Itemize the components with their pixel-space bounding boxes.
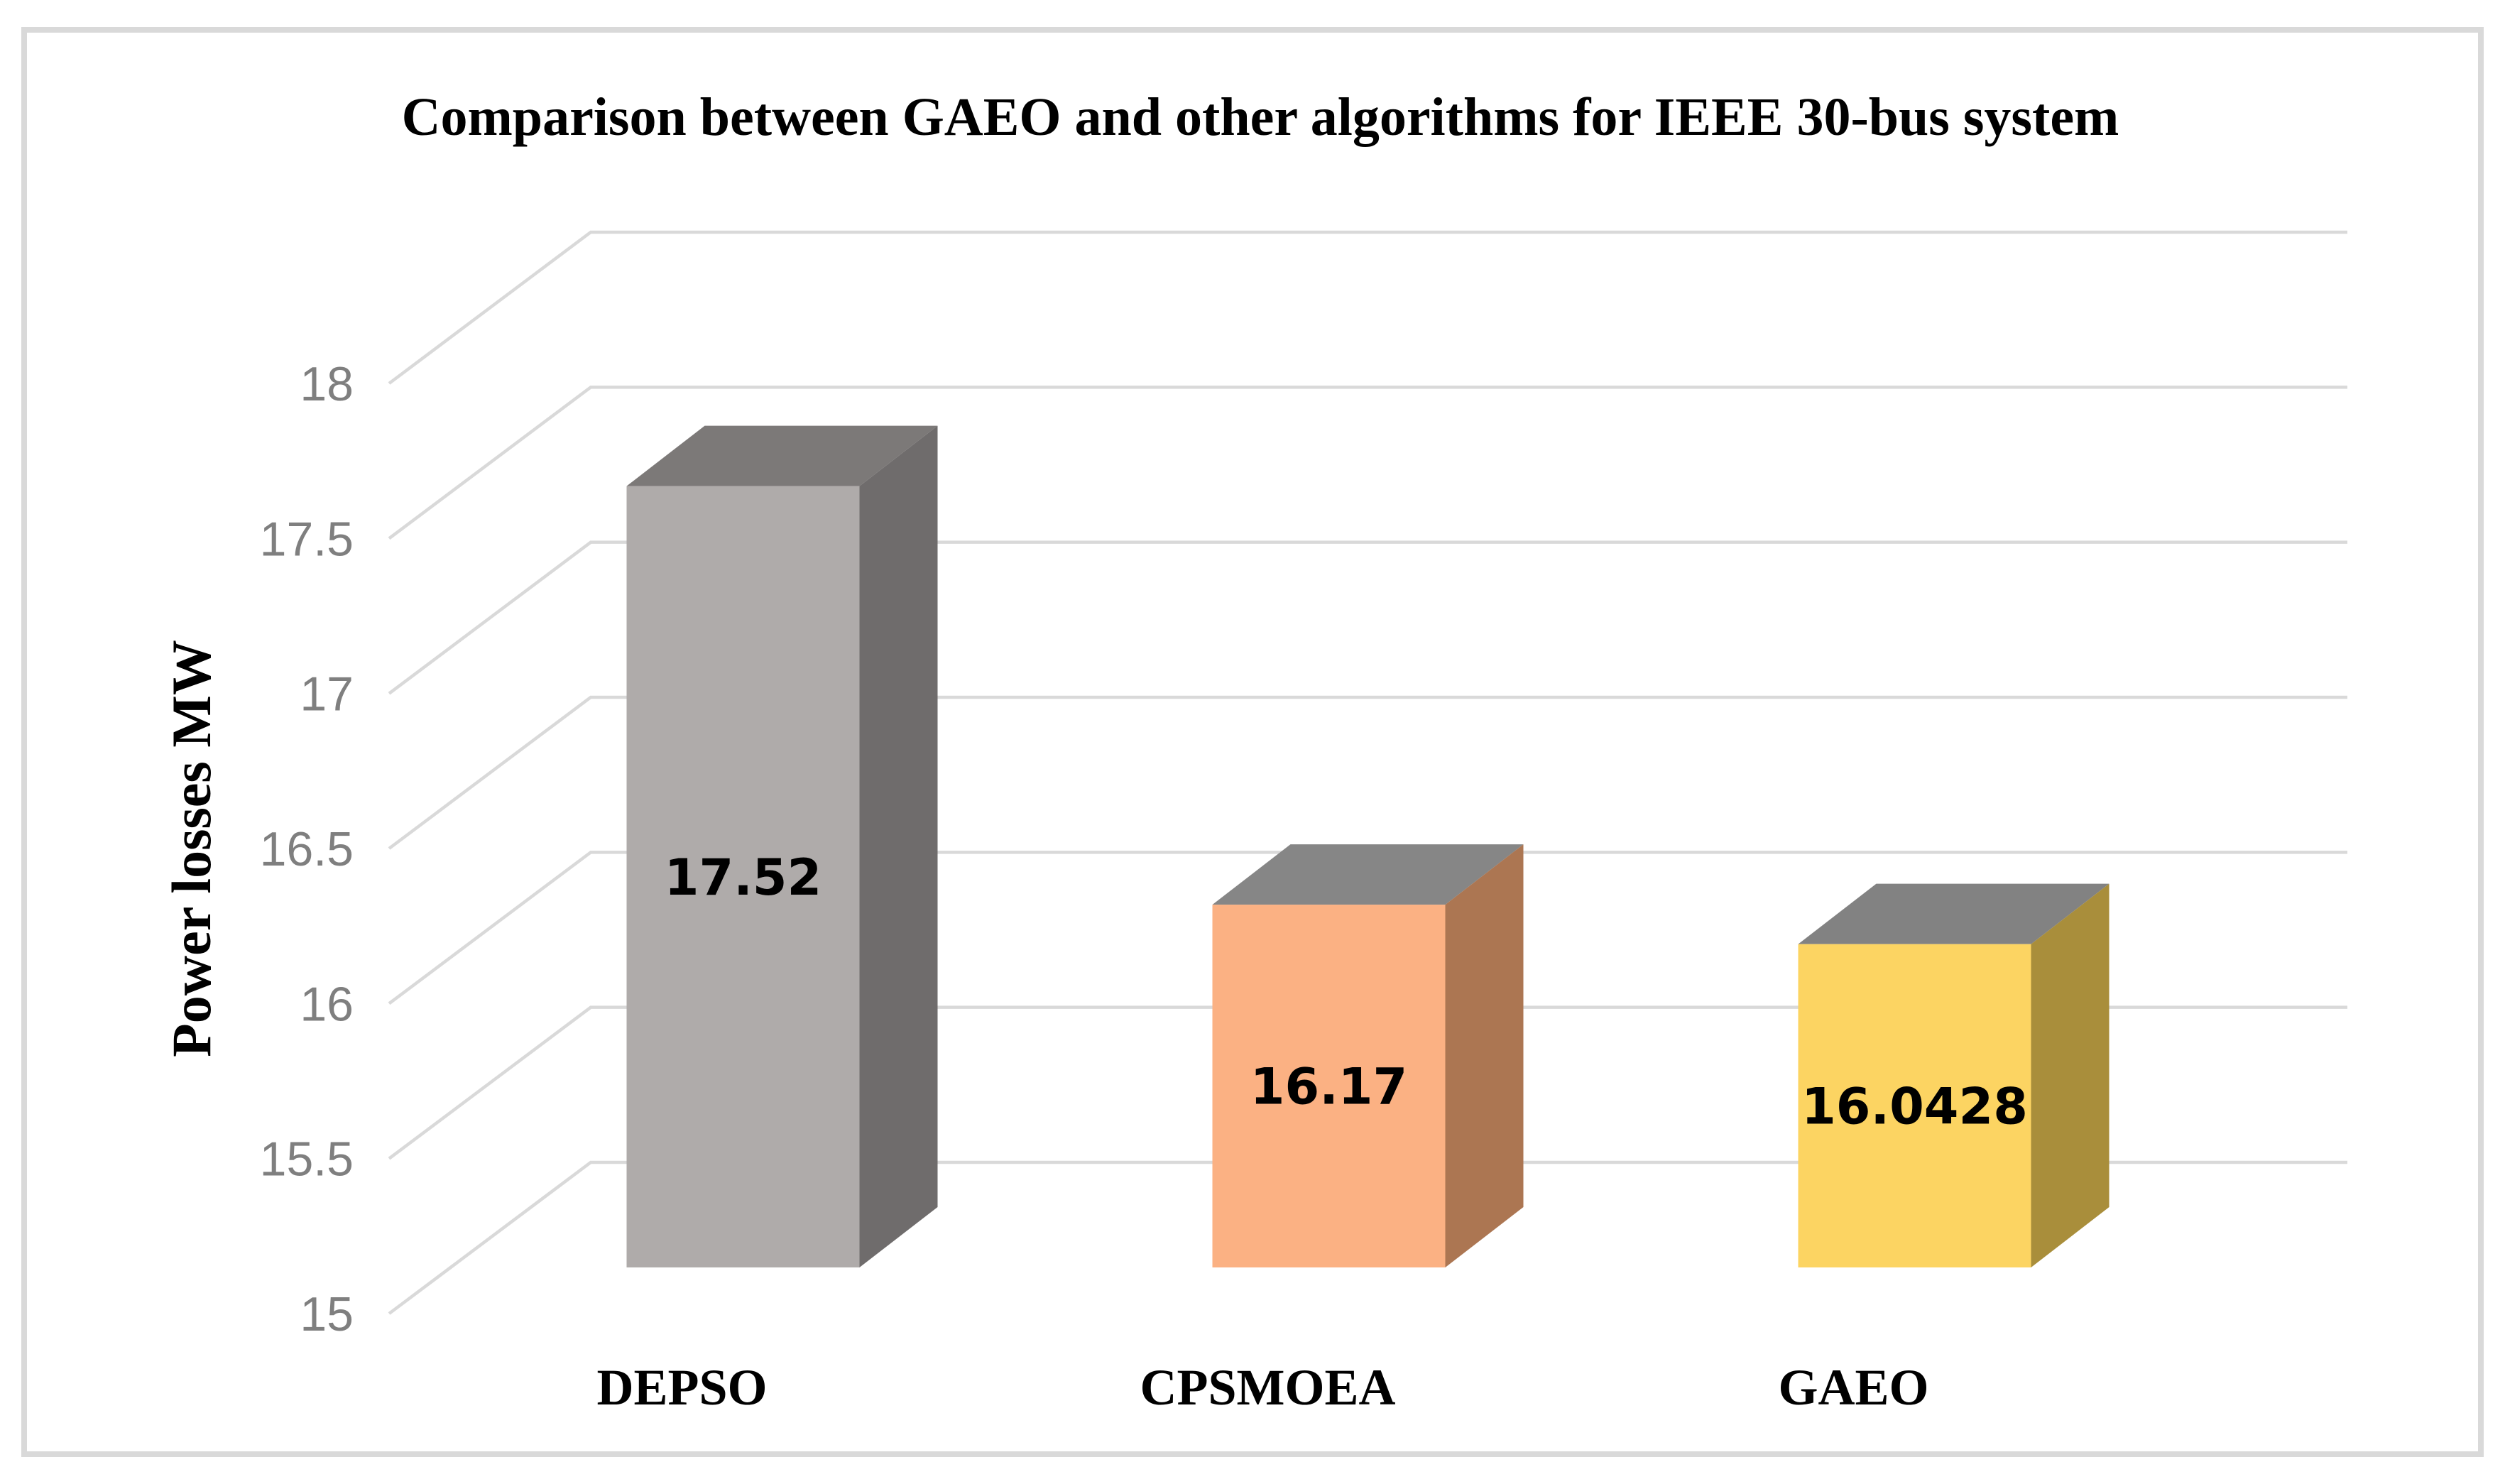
y-tick-label: 17	[300, 667, 354, 721]
bar-side-face	[1445, 844, 1524, 1267]
bar-cpsmoea	[1212, 844, 1524, 1267]
gridline	[388, 230, 2347, 385]
bar-front-face	[626, 486, 860, 1268]
bar-depso	[626, 425, 938, 1268]
bar-front-face	[1212, 905, 1446, 1267]
y-tick-label: 17.5	[260, 512, 354, 566]
y-tick-label: 15.5	[260, 1133, 354, 1186]
y-tick-labels-group: 15 15.5 16 16.5 17 17.5 18	[260, 357, 354, 1341]
bar-value-label: 16.17	[1250, 1058, 1407, 1116]
bar-value-label: 16.0428	[1801, 1077, 2028, 1135]
bar-value-label: 17.52	[665, 849, 822, 907]
category-label: DEPSO	[596, 1359, 767, 1416]
category-labels-group: DEPSO CPSMOEA GAEO	[596, 1359, 1928, 1416]
gridline	[388, 1005, 2347, 1160]
y-tick-label: 16.5	[260, 822, 354, 876]
bar-top-face	[626, 425, 938, 486]
y-tick-label: 15	[300, 1287, 354, 1341]
bars-group	[626, 425, 2110, 1268]
gridline	[388, 540, 2347, 695]
gridline	[388, 851, 2347, 1005]
category-label: CPSMOEA	[1140, 1359, 1396, 1416]
chart-title: Comparison between GAEO and other algori…	[402, 87, 2119, 147]
y-tick-label: 16	[300, 977, 354, 1031]
bar-top-face	[1212, 844, 1524, 905]
gridline	[388, 1160, 2347, 1315]
category-label: GAEO	[1778, 1359, 1928, 1416]
value-labels-group: 17.52 16.17 16.0428	[665, 849, 2028, 1136]
y-axis-title: Power losses MW	[160, 640, 222, 1057]
gridline	[388, 386, 2347, 540]
figure-border	[21, 27, 2484, 1457]
y-tick-label: 18	[300, 357, 354, 411]
bar-top-face	[1798, 883, 2110, 944]
bar-side-face	[859, 425, 938, 1268]
bar-front-face	[1798, 944, 2031, 1267]
bar-gaeo	[1798, 883, 2110, 1267]
gridline	[388, 695, 2347, 850]
gridlines-group	[388, 230, 2347, 1315]
bar-side-face	[2031, 883, 2110, 1267]
